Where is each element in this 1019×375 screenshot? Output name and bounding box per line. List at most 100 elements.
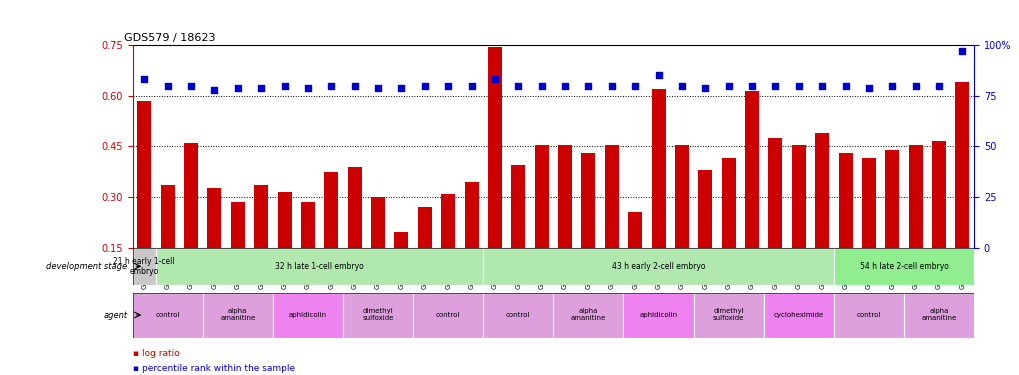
Bar bbox=[138, 101, 151, 248]
Bar bbox=[207, 188, 221, 248]
Bar bbox=[557, 145, 572, 248]
Bar bbox=[440, 194, 454, 248]
Bar bbox=[628, 212, 642, 248]
Text: 54 h late 2-cell embryo: 54 h late 2-cell embryo bbox=[859, 262, 948, 271]
Bar bbox=[413, 292, 483, 338]
Bar bbox=[464, 182, 478, 248]
Point bbox=[860, 84, 876, 90]
Point bbox=[439, 82, 455, 88]
Bar bbox=[132, 292, 203, 338]
Bar bbox=[791, 145, 805, 248]
Point bbox=[253, 84, 269, 90]
Point bbox=[463, 82, 479, 88]
Point bbox=[580, 82, 596, 88]
Point bbox=[813, 82, 829, 88]
Bar bbox=[838, 153, 852, 248]
Point bbox=[883, 82, 900, 88]
Bar bbox=[744, 91, 758, 248]
Point bbox=[719, 82, 736, 88]
Bar bbox=[324, 172, 338, 248]
Bar bbox=[908, 145, 922, 248]
Bar bbox=[698, 170, 711, 248]
Point bbox=[650, 72, 666, 78]
Bar bbox=[693, 292, 763, 338]
Bar bbox=[483, 292, 552, 338]
Text: aphidicolin: aphidicolin bbox=[288, 312, 327, 318]
Bar bbox=[418, 207, 431, 248]
Point bbox=[603, 82, 620, 88]
Point bbox=[159, 82, 175, 88]
Text: control: control bbox=[435, 312, 460, 318]
Point bbox=[229, 84, 246, 90]
Bar bbox=[342, 292, 413, 338]
Point bbox=[907, 82, 923, 88]
Point bbox=[743, 82, 759, 88]
Text: control: control bbox=[505, 312, 530, 318]
Point bbox=[486, 76, 502, 82]
Point bbox=[627, 82, 643, 88]
Bar bbox=[604, 145, 619, 248]
Point bbox=[930, 82, 947, 88]
Bar bbox=[347, 166, 362, 248]
Text: aphidicolin: aphidicolin bbox=[639, 312, 677, 318]
Bar bbox=[767, 138, 782, 248]
Point bbox=[954, 48, 970, 54]
Bar bbox=[651, 89, 664, 248]
Point bbox=[346, 82, 363, 88]
Bar bbox=[623, 292, 693, 338]
Bar bbox=[301, 202, 315, 248]
Bar bbox=[483, 248, 834, 285]
Point bbox=[696, 84, 712, 90]
Point bbox=[556, 82, 573, 88]
Bar bbox=[834, 248, 973, 285]
Text: 43 h early 2-cell embryo: 43 h early 2-cell embryo bbox=[611, 262, 704, 271]
Bar bbox=[581, 153, 595, 248]
Text: agent: agent bbox=[103, 310, 127, 320]
Bar bbox=[955, 82, 968, 248]
Text: 21 h early 1-cell
embryo: 21 h early 1-cell embryo bbox=[113, 256, 175, 276]
Text: 32 h late 1-cell embryo: 32 h late 1-cell embryo bbox=[275, 262, 364, 271]
Point bbox=[416, 82, 432, 88]
Bar bbox=[273, 292, 342, 338]
Bar bbox=[534, 145, 548, 248]
Bar bbox=[394, 232, 408, 248]
Bar bbox=[132, 248, 156, 285]
Point bbox=[276, 82, 292, 88]
Bar bbox=[511, 165, 525, 248]
Point bbox=[674, 82, 690, 88]
Text: control: control bbox=[155, 312, 179, 318]
Point bbox=[206, 87, 222, 93]
Point bbox=[790, 82, 806, 88]
Bar bbox=[161, 185, 174, 248]
Point bbox=[533, 82, 549, 88]
Text: alpha
amanitine: alpha amanitine bbox=[571, 309, 605, 321]
Point bbox=[510, 82, 526, 88]
Text: development stage: development stage bbox=[46, 262, 127, 271]
Text: ▪ log ratio: ▪ log ratio bbox=[132, 349, 179, 358]
Text: cycloheximide: cycloheximide bbox=[772, 312, 823, 318]
Bar bbox=[721, 158, 735, 248]
Bar bbox=[552, 292, 623, 338]
Bar bbox=[156, 248, 483, 285]
Point bbox=[766, 82, 783, 88]
Bar bbox=[277, 192, 291, 248]
Bar bbox=[834, 292, 903, 338]
Text: GDS579 / 18623: GDS579 / 18623 bbox=[124, 33, 215, 43]
Bar bbox=[884, 150, 899, 248]
Bar bbox=[203, 292, 272, 338]
Bar bbox=[487, 47, 501, 248]
Bar bbox=[814, 133, 828, 248]
Point bbox=[393, 84, 410, 90]
Point bbox=[300, 84, 316, 90]
Bar bbox=[183, 143, 198, 248]
Point bbox=[837, 82, 853, 88]
Bar bbox=[931, 141, 946, 248]
Text: control: control bbox=[856, 312, 880, 318]
Bar bbox=[254, 185, 268, 248]
Text: ▪ percentile rank within the sample: ▪ percentile rank within the sample bbox=[132, 364, 294, 373]
Bar bbox=[371, 197, 385, 248]
Point bbox=[182, 82, 199, 88]
Text: dimethyl
sulfoxide: dimethyl sulfoxide bbox=[362, 309, 393, 321]
Bar bbox=[675, 145, 688, 248]
Bar bbox=[230, 202, 245, 248]
